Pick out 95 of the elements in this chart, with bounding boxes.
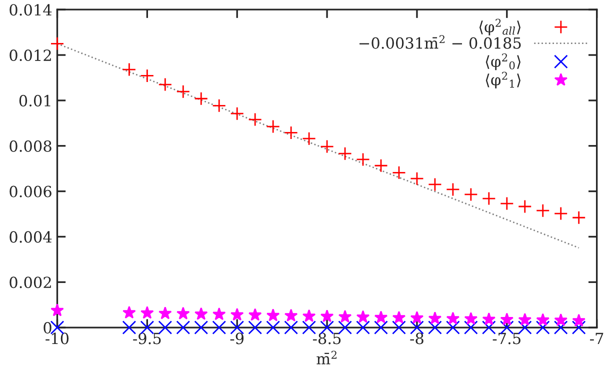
point [446, 312, 460, 324]
x-tick-label: -8 [410, 332, 424, 344]
point [176, 306, 190, 320]
legend-label: −0.0031m̄$^{2}$ − 0.0185 [359, 35, 521, 49]
point [356, 320, 370, 334]
point [176, 320, 190, 334]
point [140, 306, 154, 319]
point [248, 320, 262, 334]
point [284, 308, 298, 322]
x-tick-label: -7 [590, 332, 604, 344]
point [248, 112, 262, 126]
y-tick-label: 0.012 [10, 49, 51, 62]
point [284, 320, 298, 334]
point [392, 310, 406, 324]
point [158, 320, 172, 334]
x-tick-label: -7.5 [492, 332, 520, 344]
x-tick-label: -10 [46, 332, 69, 344]
y-tick-label: 0 [44, 322, 52, 334]
point [122, 320, 136, 334]
x-axis-title: m̄$^{2}$ [316, 350, 336, 364]
point [266, 308, 280, 322]
point [194, 320, 208, 334]
point [518, 312, 532, 326]
point [248, 308, 262, 321]
point [320, 309, 334, 322]
point [302, 320, 316, 334]
point [464, 312, 478, 325]
point [194, 307, 208, 320]
legend-label: ⟨φ$^{2}$$_{all}$⟩ [479, 18, 520, 36]
point [266, 320, 280, 334]
point [158, 78, 172, 92]
x-tick-label: -9 [230, 332, 244, 344]
point [374, 320, 388, 334]
point [410, 172, 424, 186]
y-tick-label: 0.004 [10, 231, 52, 243]
point [428, 312, 442, 324]
legend-label: ⟨φ$^{2}$$_{1}$⟩ [486, 72, 520, 88]
point [284, 126, 298, 140]
point [302, 309, 316, 322]
point [554, 206, 568, 220]
point [140, 68, 154, 83]
point [554, 320, 568, 334]
point [518, 200, 532, 214]
point [356, 310, 370, 323]
point [428, 178, 442, 192]
point [482, 312, 496, 326]
point [428, 320, 442, 334]
point [572, 314, 586, 326]
y-tick-label: 0.006 [10, 186, 52, 198]
legend-label: ⟨φ$^{2}$$_{0}$⟩ [486, 53, 520, 70]
point [500, 312, 514, 326]
point [122, 62, 136, 76]
point [50, 304, 64, 316]
point [212, 320, 226, 334]
point [230, 308, 244, 321]
point [230, 106, 244, 121]
point [356, 152, 370, 166]
point [338, 146, 352, 161]
y-tick-label: 0.002 [10, 276, 51, 288]
point [212, 98, 226, 113]
point [374, 310, 388, 324]
point [194, 92, 208, 106]
point [482, 320, 496, 334]
y-tick-label: 0.008 [10, 140, 52, 152]
point [320, 140, 334, 154]
point [572, 210, 586, 225]
point [464, 188, 478, 202]
y-tick-label: 0.014 [10, 4, 52, 16]
point [266, 120, 280, 134]
x-tick-label: -8.5 [312, 332, 341, 344]
point [158, 306, 172, 320]
point [392, 320, 406, 334]
point [176, 84, 190, 99]
point [518, 320, 532, 334]
point [212, 307, 226, 320]
point [446, 182, 460, 196]
point [536, 204, 550, 218]
point [122, 306, 136, 319]
point [464, 320, 478, 334]
point [374, 158, 388, 173]
point [446, 320, 460, 334]
y-tick-label: 0.01 [19, 94, 50, 106]
point [572, 320, 586, 334]
point [500, 196, 514, 210]
point [338, 310, 352, 323]
point [536, 320, 550, 334]
point [536, 313, 550, 326]
point [50, 36, 64, 51]
point [554, 313, 568, 326]
point [302, 132, 316, 146]
point [392, 166, 406, 180]
point [338, 320, 352, 334]
point [410, 311, 424, 324]
point [482, 192, 496, 206]
x-tick-label: -9.5 [133, 332, 161, 344]
